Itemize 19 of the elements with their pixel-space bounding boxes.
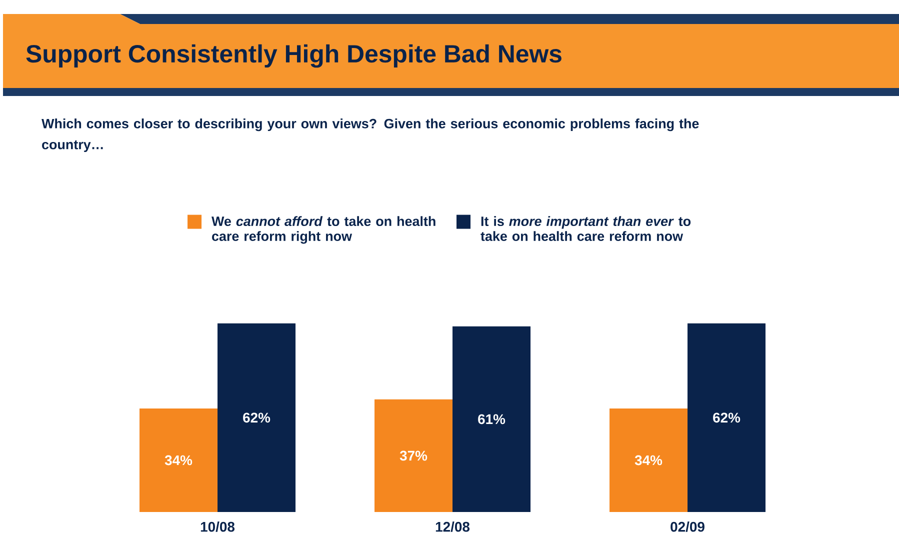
x-tick-label: 02/09 — [670, 522, 704, 532]
data-label: 62% — [243, 412, 270, 423]
data-label: 37% — [400, 450, 428, 461]
data-label: 34% — [164, 455, 192, 466]
data-label: 61% — [478, 414, 506, 424]
x-tick-label: 12/08 — [436, 522, 470, 532]
bar — [218, 323, 296, 512]
bar — [452, 326, 531, 512]
legend-label: It is more important than ever to take on health care reform now — [480, 216, 691, 241]
bar — [610, 408, 688, 512]
bar — [688, 323, 766, 512]
chart-subtitle: Which comes closer to describing your own views? Given the serious economic problems facing the country… — [42, 118, 699, 152]
bar — [140, 408, 218, 512]
bar — [374, 399, 453, 512]
chart-title: Support Consistently High Despite Bad News — [26, 44, 562, 68]
x-tick-label: 10/08 — [200, 522, 235, 532]
data-label: 34% — [634, 455, 662, 466]
legend-label: We cannot afford to take on health care reform right now — [212, 216, 436, 244]
data-label: 62% — [713, 412, 740, 423]
